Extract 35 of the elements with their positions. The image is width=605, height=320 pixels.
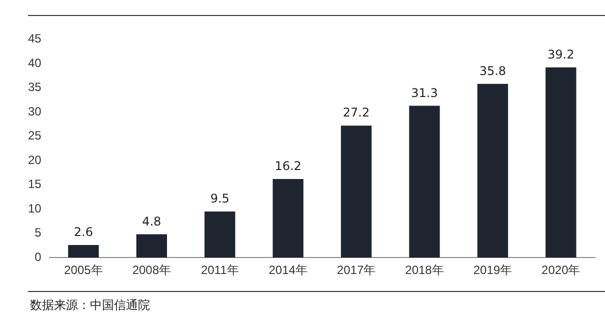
y-tick-label: 40 [28, 56, 42, 70]
data-label: 16.2 [274, 159, 302, 174]
x-tick-label: 2008年 [132, 263, 172, 278]
bar [409, 106, 440, 258]
x-tick-label: 2018年 [405, 263, 444, 278]
y-tick-label: 10 [28, 201, 42, 216]
bar [204, 211, 236, 258]
y-tick-label: 30 [28, 104, 42, 118]
data-label: 4.8 [142, 214, 162, 228]
data-label: 39.2 [548, 47, 574, 62]
x-tick-label: 2014年 [268, 263, 308, 278]
y-tick-label: 35 [28, 80, 42, 94]
data-label: 9.5 [210, 192, 230, 206]
y-tick-label: 45 [28, 32, 42, 46]
data-label: 27.2 [342, 106, 370, 120]
bar [68, 244, 99, 258]
data-label: 2.6 [74, 225, 93, 240]
y-tick-label: 15 [28, 177, 42, 192]
x-tick-label: 2005年 [64, 263, 103, 278]
x-tick-label: 2019年 [473, 263, 512, 278]
bar [136, 234, 168, 258]
y-tick-label: 5 [34, 226, 42, 240]
y-tick-label: 25 [28, 128, 42, 143]
source-note: 数据来源：中国信通院 [30, 297, 150, 314]
data-label: 35.8 [479, 64, 506, 78]
bar [340, 126, 372, 258]
y-tick-label: 0 [34, 250, 42, 264]
bar [477, 84, 508, 258]
x-tick-label: 2011年 [200, 263, 239, 278]
bar [546, 67, 576, 258]
data-label: 31.3 [411, 86, 438, 100]
bar [272, 178, 304, 258]
x-tick-label: 2020年 [542, 263, 580, 278]
y-tick-label: 20 [28, 152, 42, 167]
x-tick-label: 2017年 [336, 263, 376, 278]
